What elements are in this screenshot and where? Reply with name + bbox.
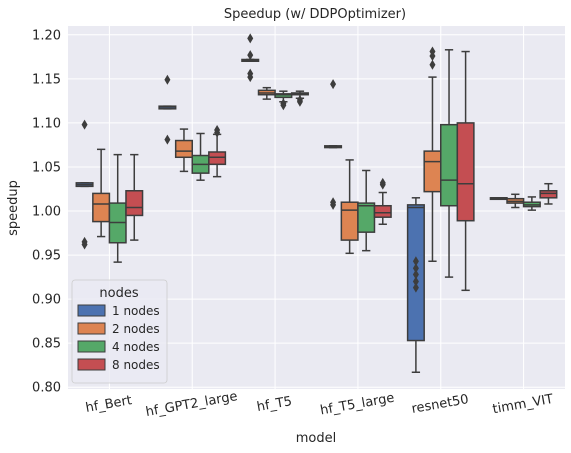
box-hf_T5_large-0 [324,79,343,210]
outlier-point [81,239,88,250]
legend-swatch [77,358,106,371]
box-hf_T5-1 [257,86,276,100]
outlier-point [429,59,436,70]
x-tick-label: hf_GPT2_large [145,389,239,420]
box-iqr [539,190,558,199]
legend-swatch [77,322,106,335]
outlier-point [164,134,171,145]
legend-label: 4 nodes [112,340,160,354]
x-axis-label: model [296,431,336,446]
outlier-point [330,199,337,210]
outlier-point [280,100,287,111]
y-axis-label: speedup [6,180,21,236]
y-tick-label: 1.00 [32,205,61,220]
legend-swatch [77,340,106,353]
box-hf_Bert-3 [125,153,144,241]
y-tick-label: 0.90 [32,293,61,308]
box-hf_T5-2 [274,90,293,111]
x-tick-labels: hf_Bert hf_GPT2_large hf_T5 hf_T5_large resn… [85,389,555,420]
outlier-point [247,33,254,44]
box-hf_Bert-2 [108,153,127,263]
x-tick-label: hf_Bert [85,393,134,416]
legend-swatch [77,304,106,317]
outlier-point [81,119,88,130]
x-tick-label: hf_T5_large [319,391,395,419]
y-tick-label: 0.95 [32,249,61,264]
box-iqr [125,190,144,217]
box-hf_GPT2_large-0 [158,74,177,145]
y-tick-label: 0.80 [32,381,61,396]
y-tick-label: 1.15 [32,72,61,87]
box-resnet50-1 [423,46,442,262]
box-hf_T5-0 [241,33,260,83]
legend-label: 8 nodes [112,358,160,372]
box-iqr [274,93,293,99]
legend-items: 1 nodes 2 nodes 4 nodes 8 nodes [77,304,160,372]
box-iqr [340,201,359,241]
box-iqr [357,202,376,233]
outlier-point [247,50,254,61]
y-tick-labels: 0.80 0.85 0.90 0.95 1.00 1.05 1.10 1.15 1.20 [32,28,61,395]
outlier-point [412,263,419,274]
box-resnet50-2 [440,49,459,278]
outlier-point [330,79,337,90]
outlier-point [412,256,419,267]
outlier-point [379,179,386,190]
outlier-point [214,127,221,138]
box-resnet50-3 [456,50,475,292]
legend-title: nodes [99,286,138,301]
box-iqr [423,150,442,193]
box-hf_Bert-0 [75,119,94,250]
box-timm_VIT-3 [539,182,558,205]
x-tick-label: resnet50 [410,392,469,417]
chart-title: Speedup (w/ DDPOptimizer) [224,7,406,22]
y-tick-label: 1.10 [32,116,61,131]
y-tick-label: 1.05 [32,160,61,175]
box-resnet50-0 [406,197,425,374]
legend-label: 2 nodes [112,322,160,336]
box-timm_VIT-1 [506,193,525,209]
legend: nodes 1 nodes 2 nodes 4 nodes 8 nodes [71,279,168,384]
x-tick-label: timm_VIT [492,392,555,417]
legend-label: 1 nodes [112,304,160,318]
box-timm_VIT-0 [489,197,508,201]
box-iqr [208,151,227,166]
box-hf_GPT2_large-3 [208,124,227,178]
box-hf_GPT2_large-1 [174,128,193,173]
box-iqr [174,139,193,159]
outlier-point [429,50,436,61]
box-iqr [440,123,459,207]
box-iqr [373,204,392,218]
x-tick-label: hf_T5 [256,394,294,415]
box-hf_Bert-1 [92,148,111,238]
box-timm_VIT-2 [522,196,541,211]
outlier-point [412,269,419,280]
boxes [75,33,558,374]
box-hf_T5-3 [290,90,309,107]
box-iqr [92,192,111,223]
outlier-point [412,282,419,293]
outlier-point [296,96,303,107]
outlier-point [247,72,254,83]
box-iqr [456,122,475,222]
outlier-point [164,74,171,85]
outlier-point [412,276,419,287]
box-hf_T5_large-3 [373,177,392,225]
y-tick-label: 1.20 [32,28,61,43]
y-tick-label: 0.85 [32,337,61,352]
